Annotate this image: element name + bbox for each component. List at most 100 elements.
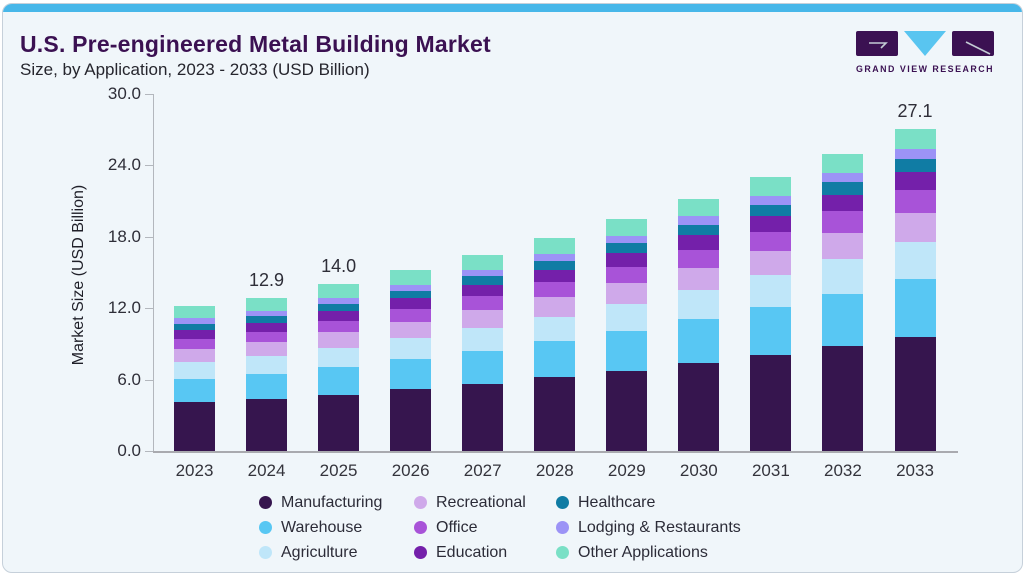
bar-segment-manufacturing-2032 [822,346,864,451]
y-axis-tick-label: 6.0 [117,369,141,389]
x-axis-label-2033: 2033 [896,461,934,480]
bar-segment-agriculture-2025 [318,347,360,367]
legend-item-healthcare: Healthcare [556,494,776,512]
legend-dot-lodging-restaurants [556,521,569,534]
x-axis-line [153,451,958,453]
stacked-bar-chart: Market Size (USD Billion) 0.0 6.0 12.0 18.0… [3,4,1022,572]
bar-segment-agriculture-2026 [390,338,432,359]
bar-segment-office-2025 [318,320,360,333]
legend-label-recreational: Recreational [436,493,526,511]
bar-total-label-2025: 14.0 [321,256,357,277]
legend-label-office: Office [436,518,478,536]
bar-segment-office-2026 [390,309,432,322]
page-subtitle: Size, by Application, 2023 - 2033 (USD B… [20,60,370,79]
bar-segment-office-2029 [606,266,648,283]
bar-total-label-2024: 12.9 [249,269,285,290]
bar-segment-warehouse-2028 [534,341,576,378]
bar-segment-office-2023 [174,338,215,349]
y-axis-tick-label: 30.0 [107,84,141,103]
legend-label-other-applications: Other Applications [578,543,708,561]
legend-item-office: Office [414,519,556,537]
bar-segment-recreational-2026 [390,321,432,339]
legend-label-agriculture: Agriculture [281,543,358,561]
legend-item-education: Education [414,544,556,562]
bar-segment-recreational-2024 [246,342,288,357]
bar-segment-office-2032 [822,211,864,233]
bar-segment-manufacturing-2027 [462,383,504,451]
bar-segment-lodging-restaurants-2027 [462,269,504,277]
legend-label-lodging-restaurants: Lodging & Restaurants [578,518,741,536]
y-axis-tick [145,236,153,238]
legend-label-manufacturing: Manufacturing [281,493,383,511]
bar-segment-warehouse-2026 [390,359,432,390]
bar-segment-other-applications-2029 [606,218,648,236]
bar-segment-other-applications-2030 [678,198,720,217]
bar-segment-education-2029 [606,253,648,267]
bar-segment-office-2028 [534,282,576,298]
bar-segment-education-2025 [318,311,360,321]
bar-segment-warehouse-2031 [750,307,792,356]
bar-segment-other-applications-2025 [318,284,360,299]
top-accent-bar [3,4,1022,12]
bar-segment-education-2031 [750,215,792,232]
x-axis-label-2024: 2024 [247,461,286,480]
bar-segment-warehouse-2027 [462,350,504,384]
bar-segment-manufacturing-2031 [750,355,792,451]
bar-segment-manufacturing-2033 [894,336,936,451]
bar-segment-manufacturing-2024 [246,399,288,451]
bar-total-label-2033: 27.1 [897,100,933,121]
x-axis-label-2029: 2029 [607,461,646,480]
x-axis-label-2025: 2025 [319,461,358,480]
bar-segment-warehouse-2025 [318,366,360,395]
bar-segment-healthcare-2025 [318,303,360,312]
bar-segment-education-2024 [246,322,288,332]
bar-segment-lodging-restaurants-2030 [678,216,720,225]
bar-segment-education-2030 [678,235,720,250]
y-axis-tick [145,379,153,381]
y-axis-line [153,94,154,453]
bar-segment-lodging-restaurants-2023 [174,318,215,324]
bar-segment-warehouse-2033 [894,279,936,337]
bar-segment-other-applications-2027 [462,254,504,270]
bar-segment-recreational-2030 [678,267,720,290]
bar-segment-agriculture-2032 [822,259,864,294]
bar-segment-healthcare-2029 [606,243,648,254]
bar-segment-recreational-2023 [174,348,215,362]
bar-segment-healthcare-2023 [174,323,215,330]
legend-label-education: Education [436,543,508,561]
legend-label-healthcare: Healthcare [578,493,656,511]
bar-segment-lodging-restaurants-2032 [822,173,864,183]
bar-segment-agriculture-2030 [678,289,720,320]
bar-segment-healthcare-2031 [750,204,792,216]
bar-segment-healthcare-2033 [894,158,936,172]
bar-segment-other-applications-2024 [246,297,288,311]
report-card: U.S. Pre-engineered Metal Building Marke… [2,3,1023,573]
bar-segment-recreational-2025 [318,332,360,348]
y-axis-tick [145,94,153,95]
bar-segment-agriculture-2033 [894,241,936,280]
y-axis-tick-label: 18.0 [107,226,141,246]
bar-segment-warehouse-2024 [246,374,288,400]
bar-segment-manufacturing-2028 [534,377,576,451]
bar-segment-agriculture-2029 [606,303,648,331]
bar-segment-manufacturing-2029 [606,370,648,451]
bar-segment-agriculture-2028 [534,316,576,342]
logo-wordmark: GRAND VIEW RESEARCH [856,64,994,75]
bar-segment-warehouse-2023 [174,378,215,403]
y-axis-tick [145,165,153,167]
bar-segment-recreational-2029 [606,282,648,304]
y-axis-title: Market Size (USD Billion) [70,184,87,366]
legend-dot-recreational [414,496,427,509]
bar-segment-education-2023 [174,329,215,339]
bar-segment-office-2033 [894,190,936,214]
bar-segment-office-2027 [462,296,504,311]
bar-segment-healthcare-2032 [822,182,864,195]
bar-segment-office-2024 [246,331,288,343]
bar-segment-recreational-2028 [534,297,576,317]
y-axis-tick-label: 24.0 [107,155,141,175]
bar-segment-lodging-restaurants-2029 [606,235,648,244]
bar-segment-education-2028 [534,270,576,283]
bar-segment-warehouse-2029 [606,330,648,371]
y-axis-tick [145,451,153,452]
x-axis-label-2027: 2027 [463,461,502,480]
